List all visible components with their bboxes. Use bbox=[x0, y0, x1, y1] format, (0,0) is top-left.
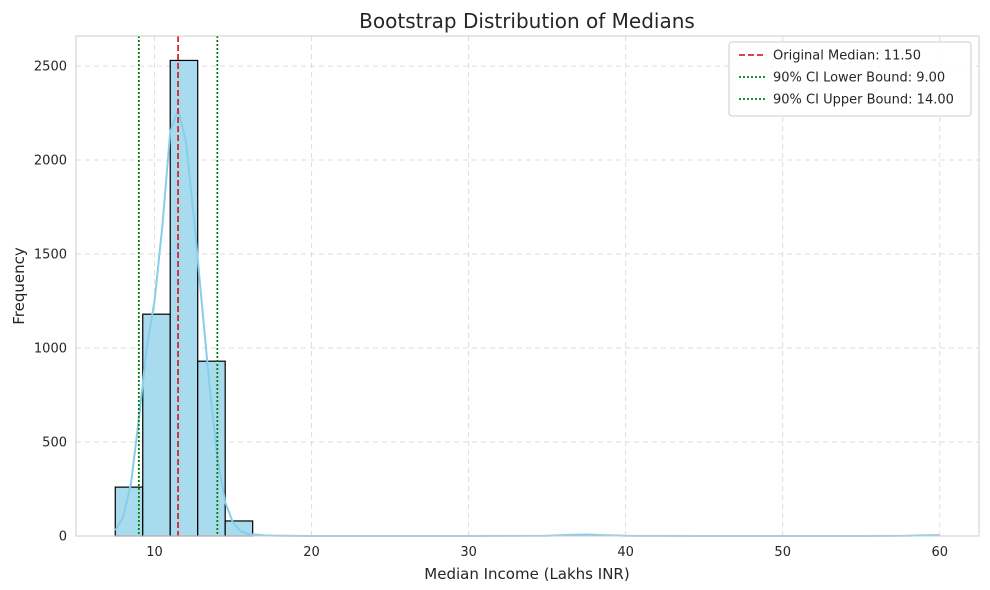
histogram-bars bbox=[114, 59, 940, 537]
x-axis-label: Median Income (Lakhs INR) bbox=[424, 565, 629, 583]
y-tick-label-0: 0 bbox=[59, 530, 67, 545]
x-tick-label-3: 40 bbox=[617, 545, 634, 560]
legend-label-1: 90% CI Lower Bound: 9.00 bbox=[773, 71, 945, 86]
y-axis-label: Frequency bbox=[10, 247, 28, 325]
y-tick-label-4: 2000 bbox=[34, 154, 67, 169]
chart-title: Bootstrap Distribution of Medians bbox=[359, 9, 695, 33]
histogram-bar-2 bbox=[169, 59, 199, 537]
legend-label-2: 90% CI Upper Bound: 14.00 bbox=[773, 93, 954, 108]
y-tick-label-2: 1000 bbox=[34, 342, 67, 357]
kde-curve bbox=[114, 108, 940, 537]
legend-label-0: Original Median: 11.50 bbox=[773, 49, 921, 64]
axes: 10 20 30 40 50 60 0 500 1000 1500 2000 2500 bbox=[34, 35, 980, 560]
x-tick-label-4: 50 bbox=[774, 545, 791, 560]
y-tick-label-5: 2500 bbox=[34, 60, 67, 75]
y-tick-label-1: 500 bbox=[42, 436, 67, 451]
reference-lines bbox=[137, 36, 219, 536]
x-tick-label-0: 10 bbox=[146, 545, 163, 560]
histogram-bar-3 bbox=[197, 360, 226, 537]
legend-box bbox=[728, 41, 972, 117]
y-tick-label-3: 1500 bbox=[34, 248, 67, 263]
kde-curve-group bbox=[114, 108, 940, 537]
plot-frame bbox=[75, 35, 980, 537]
x-tick-label-2: 30 bbox=[460, 545, 477, 560]
x-tick-label-1: 20 bbox=[303, 545, 320, 560]
x-tick-label-5: 60 bbox=[931, 545, 948, 560]
legend: Original Median: 11.50 90% CI Lower Bound… bbox=[728, 41, 972, 117]
